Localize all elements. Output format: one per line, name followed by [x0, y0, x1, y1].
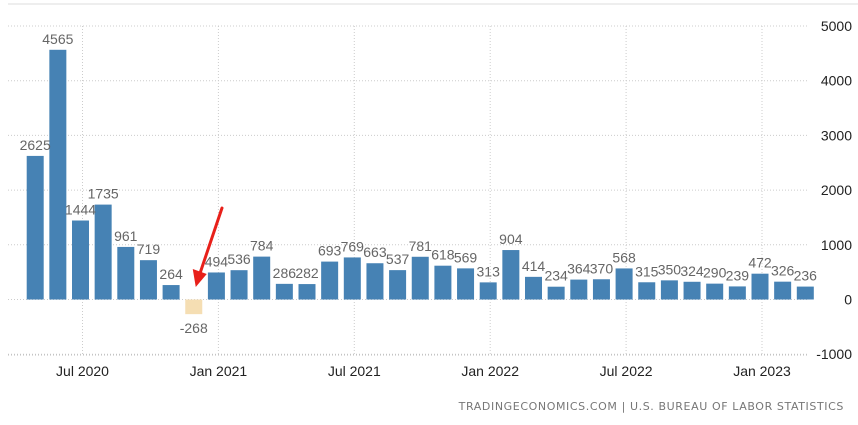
bar: [615, 268, 633, 300]
y-tick-label: 3000: [821, 127, 852, 143]
y-tick-label: 0: [844, 292, 852, 308]
data-label: 1444: [65, 202, 96, 218]
data-label: 239: [726, 267, 750, 283]
data-label: -268: [180, 320, 208, 336]
bar: [728, 286, 746, 300]
y-tick-label: 4000: [821, 73, 852, 89]
bar: [298, 284, 316, 300]
data-label: 234: [544, 268, 568, 284]
data-label: 719: [137, 241, 161, 257]
bar: [638, 282, 656, 300]
y-tick-label: 5000: [821, 18, 852, 34]
data-label: 350: [658, 261, 682, 277]
bar: [502, 250, 520, 300]
bar: [796, 286, 814, 300]
data-label: 1735: [88, 186, 119, 202]
bar: [592, 279, 610, 300]
bar: [207, 272, 225, 300]
bar: [321, 261, 339, 300]
bar: [275, 283, 293, 300]
data-label: 494: [205, 253, 229, 269]
data-label: 618: [431, 247, 455, 263]
bar: [434, 265, 452, 300]
data-label: 693: [318, 243, 342, 259]
data-label: 904: [499, 231, 523, 247]
y-tick-label: 1000: [821, 237, 852, 253]
bar: [366, 263, 384, 300]
bar: [706, 283, 724, 300]
data-label: 769: [341, 238, 365, 254]
bar: [343, 257, 361, 300]
annotation-arrow-head: [192, 269, 207, 287]
bar: [570, 279, 588, 300]
data-label: 370: [590, 260, 614, 276]
y-tick-label: -1000: [816, 346, 852, 362]
data-label: 4565: [42, 31, 73, 47]
x-tick-label: Jul 2020: [56, 363, 109, 379]
source-attribution: TRADINGECONOMICS.COM | U.S. BUREAU OF LA…: [458, 400, 844, 413]
bar: [411, 256, 429, 300]
data-label: 537: [386, 251, 410, 267]
data-label: 414: [522, 258, 546, 274]
bar: [72, 220, 89, 300]
data-label: 536: [227, 251, 251, 267]
data-label: 784: [250, 238, 274, 254]
data-label: 569: [454, 249, 478, 265]
x-tick-label: Jul 2021: [328, 363, 381, 379]
annotation-arrow-shaft: [197, 206, 224, 279]
data-label: 364: [567, 261, 591, 277]
bar: [457, 268, 475, 300]
data-label: 324: [680, 263, 704, 279]
data-label: 326: [771, 263, 795, 279]
bar: [660, 280, 678, 300]
data-label: 2625: [20, 137, 51, 153]
data-label: 472: [748, 255, 772, 271]
data-label: 781: [409, 238, 433, 254]
bar: [139, 260, 157, 300]
bar: [162, 285, 180, 300]
bar: [751, 273, 769, 300]
data-label: 286: [273, 265, 297, 281]
data-label: 568: [612, 249, 636, 265]
bar: [49, 49, 67, 300]
bar: [26, 155, 44, 300]
bar: [253, 256, 271, 300]
y-tick-label: 2000: [821, 182, 852, 198]
x-tick-label: Jan 2023: [733, 363, 791, 379]
bar: [185, 299, 203, 315]
x-tick-label: Jul 2022: [600, 363, 653, 379]
bar: [683, 281, 701, 300]
data-label: 961: [114, 228, 138, 244]
x-tick-label: Jan 2021: [190, 363, 248, 379]
bar: [774, 281, 792, 300]
data-label: 315: [635, 263, 659, 279]
bar: [230, 270, 248, 300]
data-label: 663: [363, 244, 387, 260]
data-label: 236: [794, 268, 818, 284]
bar: [547, 286, 565, 300]
data-label: 282: [295, 265, 319, 281]
bar: [525, 276, 542, 300]
bar: [94, 204, 112, 300]
data-label: 264: [159, 266, 183, 282]
bar: [389, 270, 407, 300]
x-tick-label: Jan 2022: [461, 363, 519, 379]
bar: [117, 246, 135, 300]
data-label: 313: [477, 263, 501, 279]
bar: [479, 282, 497, 300]
data-label: 290: [703, 265, 727, 281]
